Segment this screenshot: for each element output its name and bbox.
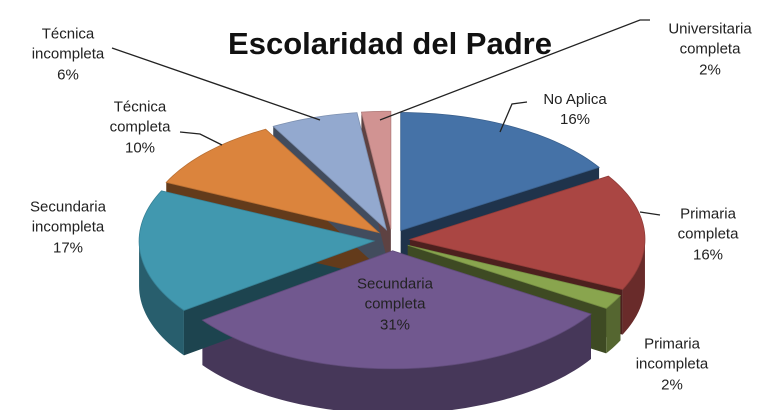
label-name: Técnica completa <box>109 98 171 136</box>
label-name: Secundaria incompleta <box>30 198 106 236</box>
slice-label: Universitaria completa 2% <box>653 20 768 81</box>
leader-line <box>111 47 321 121</box>
label-name: Secundaria completa <box>357 275 433 313</box>
slice <box>138 190 376 311</box>
slice-side <box>202 314 591 410</box>
label-name: Técnica incompleta <box>31 25 105 63</box>
leader-line <box>379 19 650 121</box>
label-name: Primaria incompleta <box>635 335 709 373</box>
leader-line <box>179 131 223 146</box>
slice-tops <box>138 110 646 370</box>
label-value: 2% <box>699 61 721 79</box>
leader-line <box>639 211 661 216</box>
slice-label: Primaria incompleta 2% <box>615 335 730 396</box>
slice <box>400 112 600 232</box>
leader-lines <box>111 19 661 216</box>
slice-side <box>622 239 645 335</box>
slice-side <box>606 295 621 354</box>
label-value: 31% <box>379 316 411 334</box>
slice <box>360 110 392 230</box>
slice-label: Primaria completa 16% <box>651 205 766 266</box>
label-value: 10% <box>124 139 156 157</box>
label-name: No Aplica <box>543 90 607 108</box>
slice-label: Técnica incompleta 6% <box>11 25 126 86</box>
slice-side <box>139 241 184 356</box>
leader-line <box>499 101 528 133</box>
label-value: 2% <box>661 376 683 394</box>
label-value: 16% <box>692 246 724 264</box>
slice-label: No Aplica 16% <box>518 90 633 131</box>
slice <box>408 175 646 291</box>
label-value: 6% <box>57 66 79 84</box>
slice <box>407 244 622 309</box>
label-name: Universitaria completa <box>668 20 752 58</box>
slice-label: Técnica completa 10% <box>83 98 198 159</box>
slice <box>201 250 592 370</box>
slice-label: Secundaria incompleta 17% <box>11 198 126 259</box>
label-name: Primaria completa <box>677 205 739 243</box>
label-value: 16% <box>559 111 591 128</box>
chart-title: Escolaridad del Padre <box>228 26 552 61</box>
label-value: 17% <box>52 239 84 257</box>
slice <box>165 128 381 234</box>
slice-label: Secundaria completa 31% <box>338 275 453 336</box>
